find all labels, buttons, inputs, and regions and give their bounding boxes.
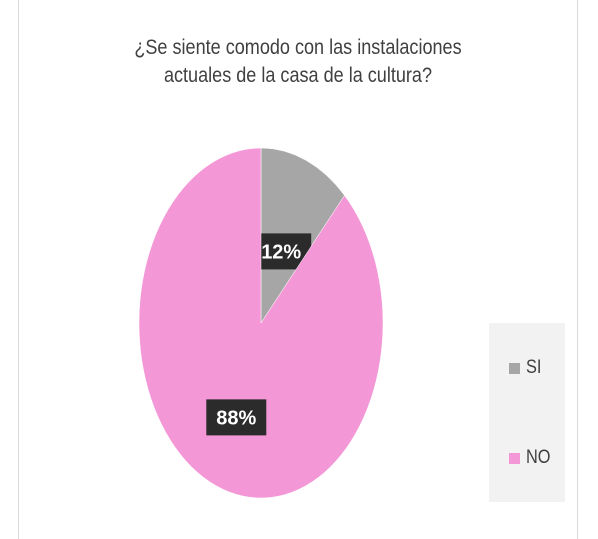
legend-item-no: NO <box>509 447 555 469</box>
pie-slice-no <box>138 147 384 499</box>
chart-title: ¿Se siente comodo con las instalaciones … <box>57 34 539 90</box>
data-label-no: 88% <box>206 399 267 436</box>
legend-swatch-si <box>509 362 520 374</box>
legend-swatch-no <box>509 452 520 464</box>
legend: SI NO <box>489 323 565 502</box>
legend-item-si: SI <box>509 357 544 379</box>
chart-title-line-2: actuales de la casa de la cultura? <box>163 64 433 87</box>
legend-label-no: NO <box>526 447 551 468</box>
data-label-text-si: 12% <box>261 241 301 263</box>
data-label-text-no: 88% <box>216 407 256 429</box>
data-label-box-no <box>206 399 267 436</box>
chart-title-line-1: ¿Se siente comodo con las instalaciones <box>134 36 462 59</box>
legend-label-si: SI <box>526 357 542 378</box>
